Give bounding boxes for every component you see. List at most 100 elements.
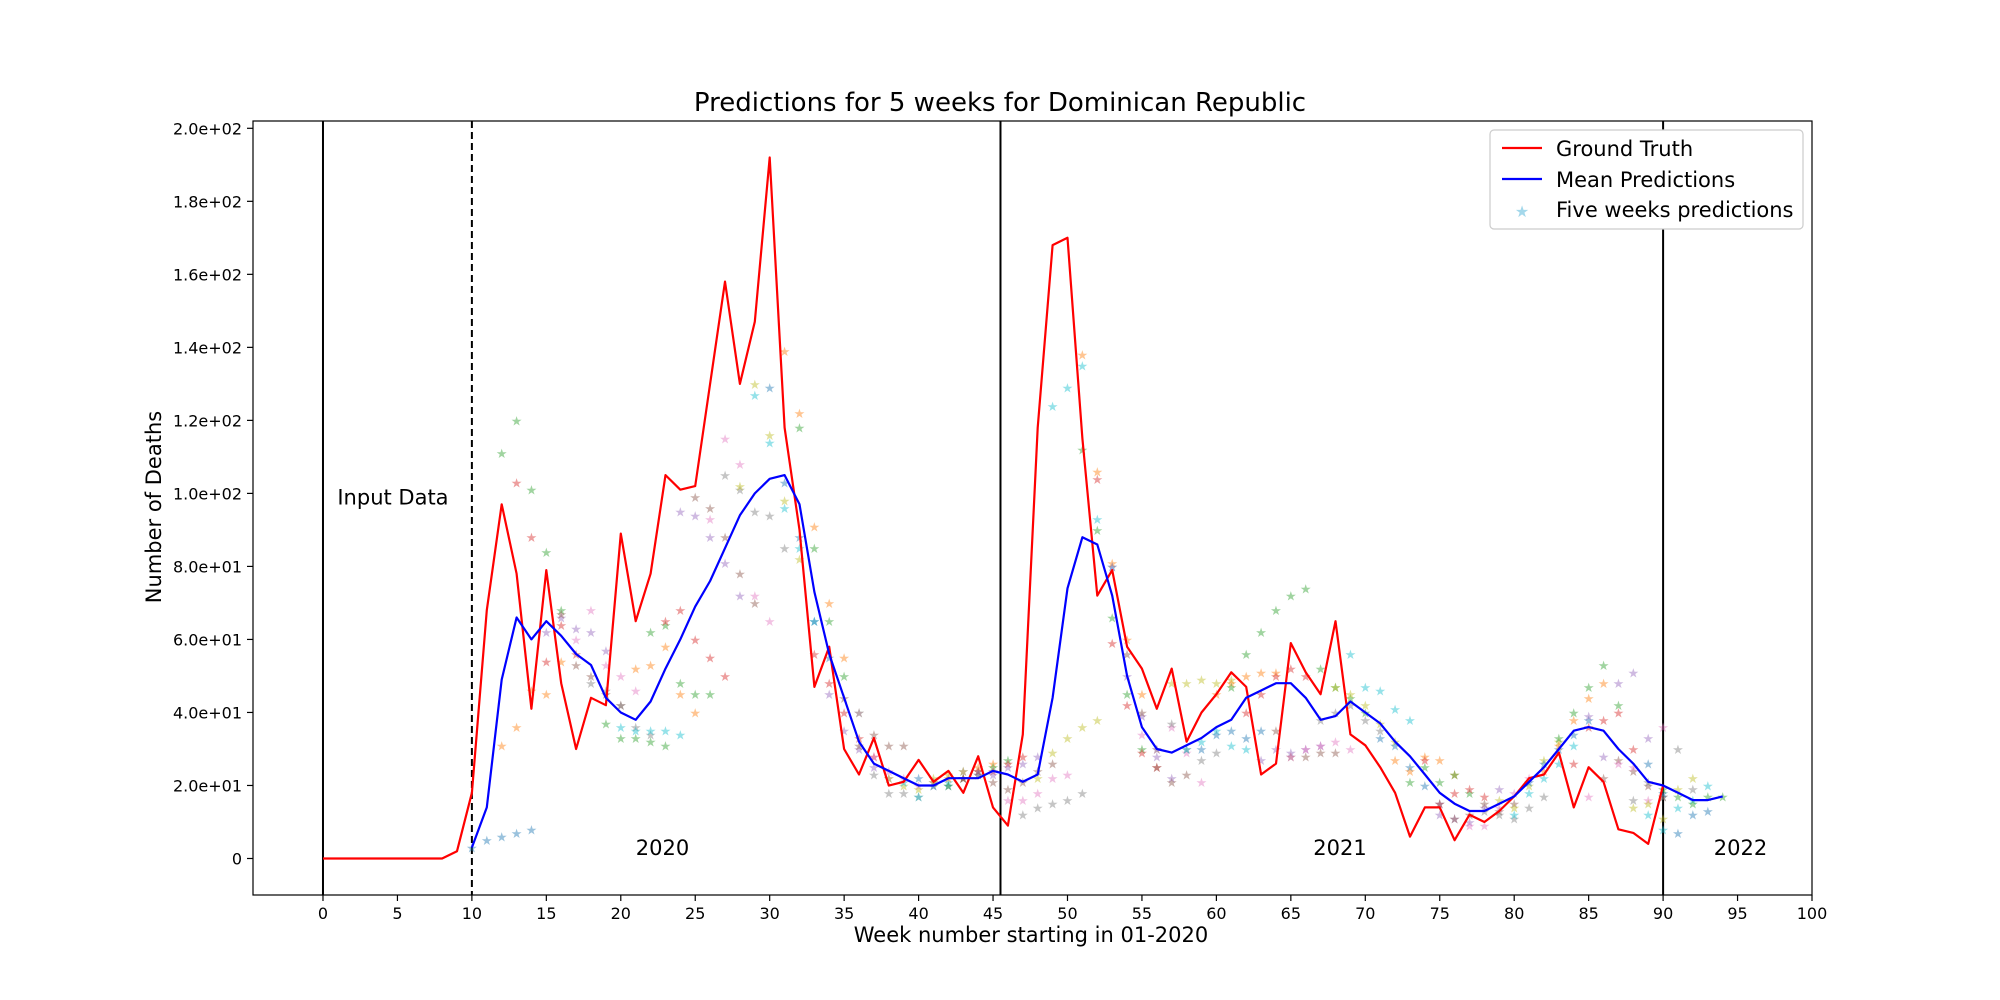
prediction-star-point: ★ bbox=[689, 706, 701, 721]
prediction-star-point: ★ bbox=[823, 688, 835, 703]
prediction-star-point: ★ bbox=[1181, 677, 1193, 692]
prediction-star-point: ★ bbox=[1091, 473, 1103, 488]
x-tick-label: 85 bbox=[1578, 904, 1598, 923]
prediction-star-point: ★ bbox=[511, 414, 523, 429]
prediction-star-point: ★ bbox=[1508, 809, 1520, 824]
prediction-star-point: ★ bbox=[1240, 732, 1252, 747]
prediction-star-point: ★ bbox=[645, 728, 657, 743]
prediction-star-point: ★ bbox=[1523, 779, 1535, 794]
prediction-star-point: ★ bbox=[555, 604, 567, 619]
prediction-star-point: ★ bbox=[898, 772, 910, 787]
prediction-star-point: ★ bbox=[630, 721, 642, 736]
prediction-star-point: ★ bbox=[600, 659, 612, 674]
prediction-star-point: ★ bbox=[972, 765, 984, 780]
prediction-star-point: ★ bbox=[1359, 699, 1371, 714]
prediction-star-point: ★ bbox=[1077, 721, 1089, 736]
x-tick-label: 20 bbox=[611, 904, 631, 923]
prediction-star-point: ★ bbox=[1240, 670, 1252, 685]
prediction-star-point: ★ bbox=[1181, 743, 1193, 758]
prediction-star-point: ★ bbox=[1613, 677, 1625, 692]
prediction-star-point: ★ bbox=[749, 597, 761, 612]
prediction-star-point: ★ bbox=[987, 765, 999, 780]
prediction-star-point: ★ bbox=[1642, 798, 1654, 813]
prediction-star-point: ★ bbox=[1106, 557, 1118, 572]
prediction-star-point: ★ bbox=[1464, 783, 1476, 798]
prediction-star-point: ★ bbox=[794, 542, 806, 557]
prediction-star-point: ★ bbox=[1091, 524, 1103, 539]
prediction-star-point: ★ bbox=[1225, 681, 1237, 696]
prediction-star-point: ★ bbox=[1121, 699, 1133, 714]
prediction-star-point: ★ bbox=[734, 568, 746, 583]
prediction-star-point: ★ bbox=[1270, 725, 1282, 740]
prediction-star-point: ★ bbox=[719, 531, 731, 546]
prediction-star-point: ★ bbox=[1345, 648, 1357, 663]
prediction-star-point: ★ bbox=[526, 823, 538, 838]
prediction-star-point: ★ bbox=[809, 615, 821, 630]
prediction-star-point: ★ bbox=[823, 615, 835, 630]
prediction-star-point: ★ bbox=[1493, 805, 1505, 820]
prediction-star-point: ★ bbox=[809, 615, 821, 630]
y-axis-label: Number of Deaths bbox=[142, 411, 166, 603]
prediction-star-point: ★ bbox=[1017, 758, 1029, 773]
prediction-star-point: ★ bbox=[496, 831, 508, 846]
prediction-star-point: ★ bbox=[1047, 747, 1059, 762]
prediction-star-point: ★ bbox=[868, 769, 880, 784]
y-tick-label: 1.8e+02 bbox=[173, 192, 242, 211]
prediction-star-point: ★ bbox=[1359, 714, 1371, 729]
x-tick-label: 5 bbox=[392, 904, 402, 923]
prediction-star-point: ★ bbox=[1627, 743, 1639, 758]
prediction-star-point: ★ bbox=[764, 382, 776, 397]
prediction-star-point: ★ bbox=[1106, 637, 1118, 652]
prediction-star-point: ★ bbox=[1151, 743, 1163, 758]
prediction-star-point: ★ bbox=[823, 652, 835, 667]
annotation-label: 2021 bbox=[1313, 836, 1366, 860]
prediction-star-point: ★ bbox=[838, 706, 850, 721]
prediction-star-point: ★ bbox=[883, 772, 895, 787]
prediction-star-point: ★ bbox=[987, 769, 999, 784]
prediction-star-point: ★ bbox=[1211, 725, 1223, 740]
prediction-star-point: ★ bbox=[987, 776, 999, 791]
prediction-star-point: ★ bbox=[704, 652, 716, 667]
prediction-star-point: ★ bbox=[1017, 776, 1029, 791]
prediction-star-point: ★ bbox=[1136, 747, 1148, 762]
prediction-star-point: ★ bbox=[1464, 816, 1476, 831]
prediction-star-point: ★ bbox=[972, 769, 984, 784]
prediction-star-point: ★ bbox=[1300, 750, 1312, 765]
prediction-star-point: ★ bbox=[1493, 809, 1505, 824]
chart-title: Predictions for 5 weeks for Dominican Re… bbox=[694, 88, 1306, 118]
prediction-star-point: ★ bbox=[481, 834, 493, 849]
prediction-star-point: ★ bbox=[555, 612, 567, 627]
prediction-star-point: ★ bbox=[570, 659, 582, 674]
prediction-star-point: ★ bbox=[1330, 747, 1342, 762]
prediction-star-point: ★ bbox=[764, 429, 776, 444]
ground-truth-line bbox=[323, 156, 1665, 860]
prediction-star-point: ★ bbox=[1434, 776, 1446, 791]
prediction-star-point: ★ bbox=[1583, 790, 1595, 805]
prediction-star-point: ★ bbox=[1002, 754, 1014, 769]
prediction-star-point: ★ bbox=[1300, 670, 1312, 685]
prediction-star-point: ★ bbox=[1672, 801, 1684, 816]
prediction-star-point: ★ bbox=[734, 590, 746, 605]
prediction-star-point: ★ bbox=[1568, 706, 1580, 721]
prediction-star-point: ★ bbox=[496, 447, 508, 462]
prediction-star-point: ★ bbox=[1151, 750, 1163, 765]
prediction-star-point: ★ bbox=[972, 761, 984, 776]
prediction-star-point: ★ bbox=[1136, 688, 1148, 703]
prediction-star-point: ★ bbox=[1255, 725, 1267, 740]
prediction-star-point: ★ bbox=[1538, 772, 1550, 787]
prediction-star-point: ★ bbox=[1553, 736, 1565, 751]
prediction-star-point: ★ bbox=[1300, 743, 1312, 758]
axis-ticks: 0 5 10 15 20 25 30 35 40 45 50 55 60 65 70 75 80 85 90 95 10… bbox=[173, 119, 1827, 923]
prediction-star-point: ★ bbox=[719, 670, 731, 685]
prediction-star-point: ★ bbox=[1300, 743, 1312, 758]
prediction-star-point: ★ bbox=[1642, 779, 1654, 794]
prediction-star-point: ★ bbox=[1285, 750, 1297, 765]
legend-label-mean-predictions: Mean Predictions bbox=[1556, 168, 1735, 192]
prediction-star-point: ★ bbox=[1449, 769, 1461, 784]
prediction-star-point: ★ bbox=[1598, 750, 1610, 765]
prediction-star-point: ★ bbox=[1672, 827, 1684, 842]
prediction-star-point: ★ bbox=[1702, 805, 1714, 820]
prediction-star-point: ★ bbox=[1687, 794, 1699, 809]
prediction-star-point: ★ bbox=[734, 480, 746, 495]
prediction-star-point: ★ bbox=[1032, 787, 1044, 802]
